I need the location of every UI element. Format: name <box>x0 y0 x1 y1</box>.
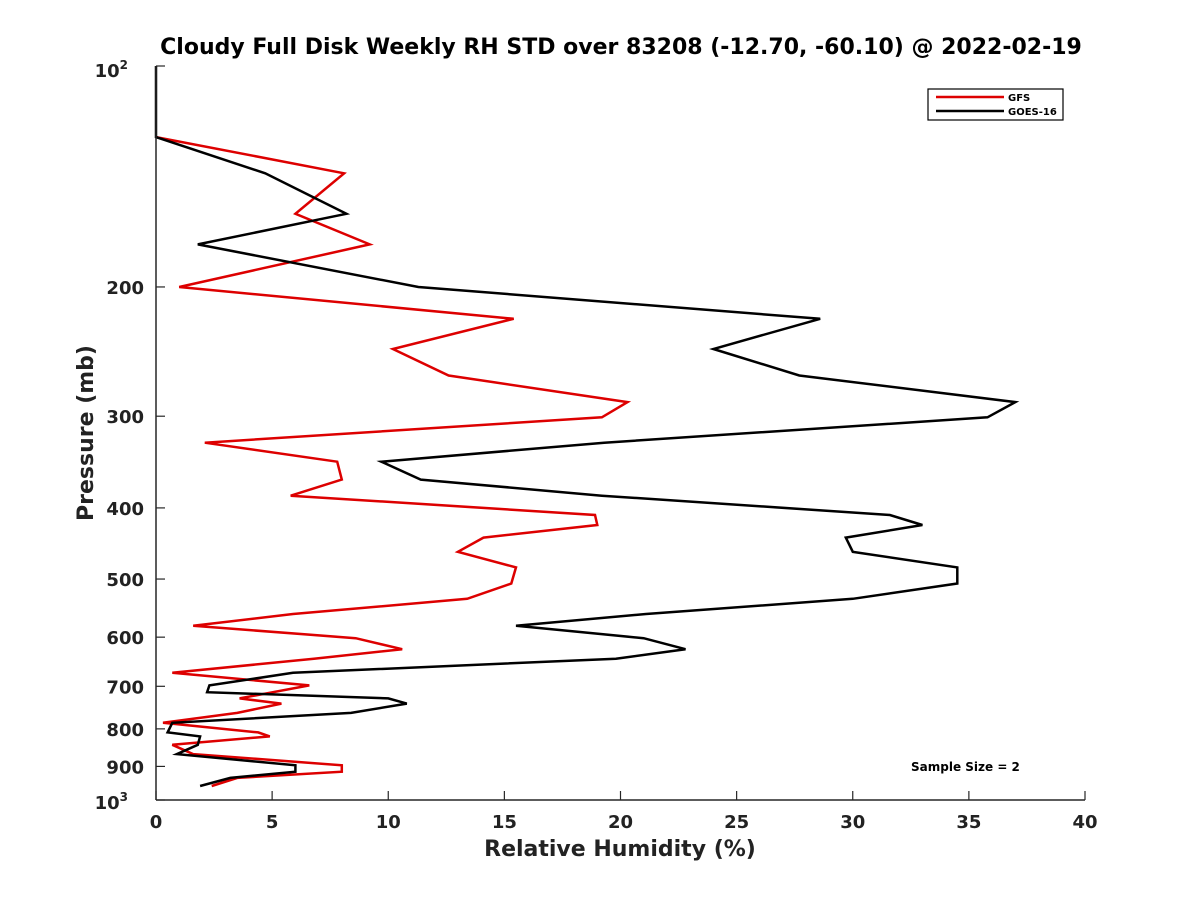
y-tick-label: 700 <box>106 677 144 698</box>
x-tick-label: 5 <box>266 812 279 833</box>
axis-ticks <box>155 65 1086 801</box>
plot-area <box>156 66 1085 800</box>
series-line-gfs <box>155 135 632 788</box>
y-tick-label: 400 <box>106 499 144 520</box>
x-tick-labels: 0 5 10 15 20 25 30 35 40 <box>150 812 1098 833</box>
x-axis-label: Relative Humidity (%) <box>484 837 756 862</box>
x-tick-label: 30 <box>840 812 865 833</box>
x-tick-label: 15 <box>492 812 517 833</box>
legend-label-gfs: GFS <box>1008 93 1030 104</box>
x-tick-label: 40 <box>1072 812 1097 833</box>
chart-title: Cloudy Full Disk Weekly RH STD over 8320… <box>160 35 1082 60</box>
x-tick-label: 35 <box>956 812 981 833</box>
x-tick-label: 0 <box>150 812 163 833</box>
x-tick-label: 20 <box>608 812 633 833</box>
y-tick-label: 800 <box>106 720 144 741</box>
y-tick-top-exp: 2 <box>120 58 128 72</box>
y-tick-label: 600 <box>106 628 144 649</box>
y-tick-labels: 200 300 400 500 600 700 800 900 <box>106 278 144 778</box>
y-tick-label: 300 <box>106 407 144 428</box>
legend: GFS GOES-16 <box>927 88 1064 121</box>
y-tick-label: 500 <box>106 570 144 591</box>
series-layer <box>154 66 1020 788</box>
y-tick-top-label: 102 <box>95 58 128 82</box>
x-tick-label: 25 <box>724 812 749 833</box>
series-line-goes16 <box>154 66 1020 788</box>
legend-box <box>927 88 1064 121</box>
legend-label-goes16: GOES-16 <box>1008 107 1057 118</box>
y-tick-bottom-exp: 3 <box>120 790 128 804</box>
y-tick-label: 900 <box>106 757 144 778</box>
y-tick-label: 200 <box>106 278 144 299</box>
sample-size-annotation: Sample Size = 2 <box>911 760 1020 774</box>
y-axis-label: Pressure (mb) <box>74 345 99 521</box>
x-tick-label: 10 <box>376 812 401 833</box>
y-tick-bottom-label: 103 <box>95 790 128 814</box>
